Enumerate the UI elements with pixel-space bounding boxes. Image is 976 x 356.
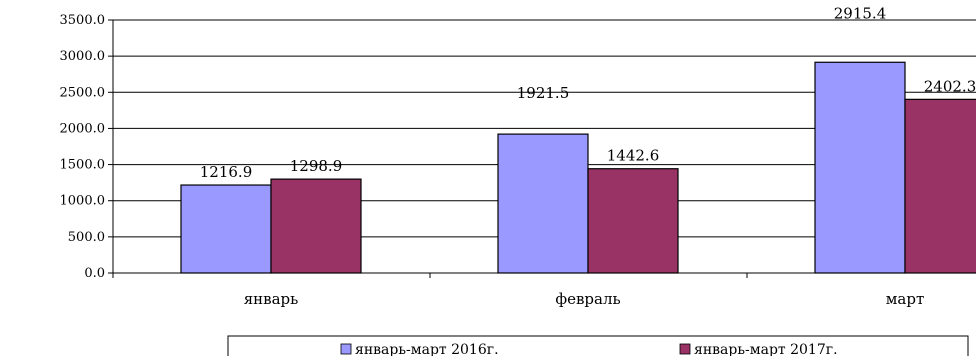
y-tick-label: 1500.0 xyxy=(60,158,106,173)
y-tick-label: 2000.0 xyxy=(60,121,106,136)
bar-2017-1 xyxy=(587,168,679,274)
bar-2016-1 xyxy=(497,133,589,274)
y-tick-label: 3000.0 xyxy=(60,49,106,64)
bar-2017-0 xyxy=(270,178,362,274)
legend-swatch-2016 xyxy=(340,343,352,355)
data-label: 1216.9 xyxy=(200,163,253,181)
y-tick-label: 2500.0 xyxy=(60,85,106,100)
y-tick-label: 1000.0 xyxy=(60,194,106,209)
y-tick-label: 3500.0 xyxy=(60,13,106,28)
data-label: 2915.4 xyxy=(834,4,887,22)
x-axis: январь февраль март xyxy=(112,272,976,308)
legend-box xyxy=(227,335,969,356)
y-tick-label: 500.0 xyxy=(68,230,105,245)
legend: январь-март 2016г. январь-март 2017г. xyxy=(227,335,969,356)
legend-swatch-2017 xyxy=(679,343,691,355)
legend-label-2016: январь-март 2016г. xyxy=(355,342,499,356)
category-label: январь xyxy=(244,290,299,308)
y-tick-label: 0.0 xyxy=(84,266,105,281)
bar-2016-0 xyxy=(180,184,272,274)
category-label: март xyxy=(886,290,925,308)
data-label: 1298.9 xyxy=(290,157,343,175)
y-axis: 0.0 500.0 1000.0 1500.0 2000.0 2500.0 3000.0 35… xyxy=(60,13,114,281)
bar-2017-2 xyxy=(904,98,976,274)
data-labels: 1216.9 1921.5 2915.4 1298.9 1442.6 2402.3 xyxy=(200,4,976,181)
data-label: 1921.5 xyxy=(517,84,570,102)
bars xyxy=(180,61,976,274)
category-label: февраль xyxy=(555,290,620,308)
data-label: 1442.6 xyxy=(607,147,660,165)
legend-label-2017: январь-март 2017г. xyxy=(694,342,838,356)
bar-2016-2 xyxy=(814,61,906,274)
data-label: 2402.3 xyxy=(924,77,976,95)
